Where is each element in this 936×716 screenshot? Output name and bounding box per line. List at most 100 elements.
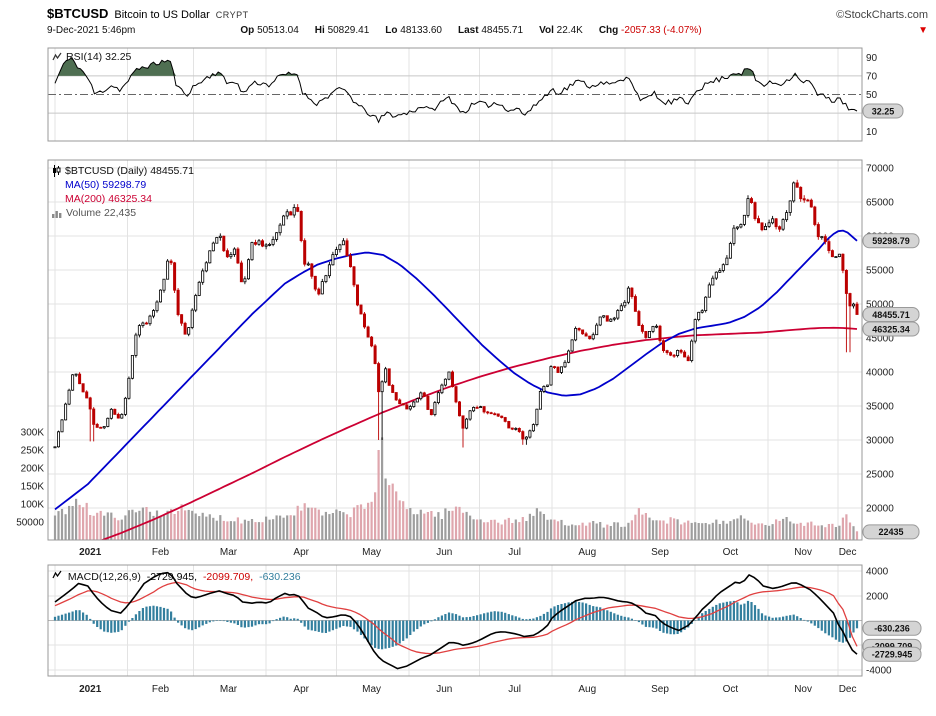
svg-text:25000: 25000	[866, 470, 894, 481]
axis-value-bubble: 46325.34	[862, 321, 920, 337]
month-gridlines	[54, 160, 839, 540]
svg-text:65000: 65000	[866, 198, 894, 209]
volume-value: 22.4K	[556, 25, 583, 36]
rsi-legend: RSI(14) 32.25	[52, 50, 131, 64]
volume-legend-value: 22,435	[103, 207, 137, 219]
low-value: 48133.60	[400, 25, 442, 36]
svg-text:-630.236: -630.236	[874, 624, 910, 634]
rsi-line	[54, 56, 858, 124]
svg-text:Nov: Nov	[794, 547, 812, 558]
high-value: 50829.41	[327, 25, 370, 36]
rsi-label: RSI(14)	[66, 51, 103, 63]
rsi-chart-icon	[52, 52, 62, 62]
price-legend-close: 48455.71	[150, 165, 194, 177]
high-label: Hi	[314, 25, 325, 36]
axis-value-bubble: 32.25	[862, 103, 904, 119]
quote-change: Chg -2057.33 (-4.07%)	[599, 25, 702, 36]
svg-text:50: 50	[866, 90, 878, 101]
ma50-legend-row: MA(50) 59298.79	[52, 178, 194, 192]
price-axis-labels: 7000065000600005500050000450004000035000…	[866, 164, 894, 515]
svg-text:20000: 20000	[866, 504, 894, 515]
candlesticks	[53, 179, 859, 449]
svg-text:2021: 2021	[79, 684, 102, 695]
change-direction-icon: ▼	[918, 24, 928, 36]
change-value: -2057.33 (-4.07%)	[621, 25, 702, 36]
svg-text:Jul: Jul	[508, 684, 521, 695]
title-row: $BTCUSD Bitcoin to US Dollar CRYPT ©Stoc…	[47, 6, 928, 21]
quote-volume: Vol 22.4K	[539, 25, 583, 36]
volume-bars	[53, 437, 859, 540]
svg-text:46325.34: 46325.34	[872, 324, 910, 334]
svg-text:Dec: Dec	[839, 684, 857, 695]
svg-text:100K: 100K	[21, 500, 45, 511]
quote-low: Lo 48133.60	[385, 25, 442, 36]
svg-text:Aug: Aug	[578, 547, 596, 558]
macd-legend: MACD(12,26,9) -2729.945, -2099.709, -630…	[52, 570, 304, 584]
svg-text:200K: 200K	[21, 464, 45, 475]
macd-legend-label: MACD(12,26,9)	[67, 571, 141, 583]
svg-text:2021: 2021	[79, 547, 102, 558]
macd-gridlines	[48, 570, 862, 671]
svg-text:300K: 300K	[21, 428, 45, 439]
rsi-axis-labels: 9070503010	[866, 53, 878, 138]
svg-text:Jun: Jun	[436, 547, 452, 558]
svg-text:70: 70	[866, 71, 878, 82]
axis-value-bubble: -2729.945	[862, 646, 922, 662]
last-value: 48455.71	[481, 25, 524, 36]
macd-histogram	[53, 600, 859, 650]
rsi-panel: 907050301032.25	[47, 47, 904, 142]
svg-text:4000: 4000	[866, 567, 889, 578]
axis-value-bubble: 48455.71	[862, 307, 920, 322]
svg-text:Jul: Jul	[508, 547, 521, 558]
change-label: Chg	[598, 25, 619, 36]
macd-plot-border	[47, 564, 863, 677]
svg-text:Oct: Oct	[723, 684, 739, 695]
svg-text:Sep: Sep	[651, 547, 669, 558]
quote-last: Last 48455.71	[458, 25, 523, 36]
axis-value-bubble: 22435	[862, 524, 920, 540]
quote-datetime: 9-Dec-2021 5:46pm	[47, 25, 136, 36]
ma200-line	[99, 326, 858, 540]
svg-text:48455.71: 48455.71	[872, 310, 910, 320]
ma50-value: 59298.79	[102, 179, 147, 191]
price-plot-border	[47, 159, 863, 541]
macd-signal-value: -2099.709,	[202, 571, 254, 583]
price-panel: 7000065000600005500050000450004000035000…	[16, 159, 920, 558]
svg-text:Sep: Sep	[651, 684, 669, 695]
svg-text:Apr: Apr	[293, 547, 309, 558]
chart-panels: 907050301032.25 700006500060000550005000…	[0, 44, 936, 712]
rsi-legend-row: RSI(14) 32.25	[52, 50, 131, 64]
svg-text:70000: 70000	[866, 164, 894, 175]
svg-text:Dec: Dec	[839, 547, 857, 558]
svg-text:55000: 55000	[866, 266, 894, 277]
copyright: ©StockCharts.com	[836, 9, 928, 21]
rsi-plot-border	[47, 47, 863, 142]
svg-text:40000: 40000	[866, 368, 894, 379]
candlestick-icon	[52, 165, 61, 177]
symbol: $BTCUSD	[47, 6, 109, 21]
low-label: Lo	[385, 25, 398, 36]
price-legend-symbol-row: $BTCUSD (Daily) 48455.71	[52, 164, 194, 178]
svg-text:30000: 30000	[866, 436, 894, 447]
svg-text:-4000: -4000	[866, 665, 892, 676]
svg-text:45000: 45000	[866, 334, 894, 345]
macd-line-icon	[52, 570, 62, 580]
month-axis-labels: 2021 Feb Mar Apr May Jun Jul Aug Sep Oct Nov Dec	[79, 547, 856, 558]
svg-text:150K: 150K	[21, 482, 45, 493]
axis-value-bubble: -630.236	[862, 620, 922, 636]
macd-hist-value: -630.236	[259, 571, 301, 583]
svg-text:2000: 2000	[866, 591, 889, 602]
ma200-legend-row: MA(200) 46325.34	[52, 192, 194, 206]
rsi-value: 32.25	[105, 51, 132, 63]
svg-text:Feb: Feb	[152, 684, 170, 695]
svg-text:Nov: Nov	[794, 684, 812, 695]
symbol-name: Bitcoin to US Dollar	[114, 9, 210, 21]
svg-text:250K: 250K	[21, 446, 45, 457]
volume-legend-label: Volume	[66, 207, 102, 219]
last-label: Last	[458, 25, 479, 36]
volume-label: Vol	[539, 25, 554, 36]
svg-text:50000: 50000	[16, 518, 44, 529]
rsi-reference-lines	[48, 75, 862, 114]
macd-value: -2729.945,	[146, 571, 198, 583]
svg-text:59298.79: 59298.79	[872, 236, 910, 246]
